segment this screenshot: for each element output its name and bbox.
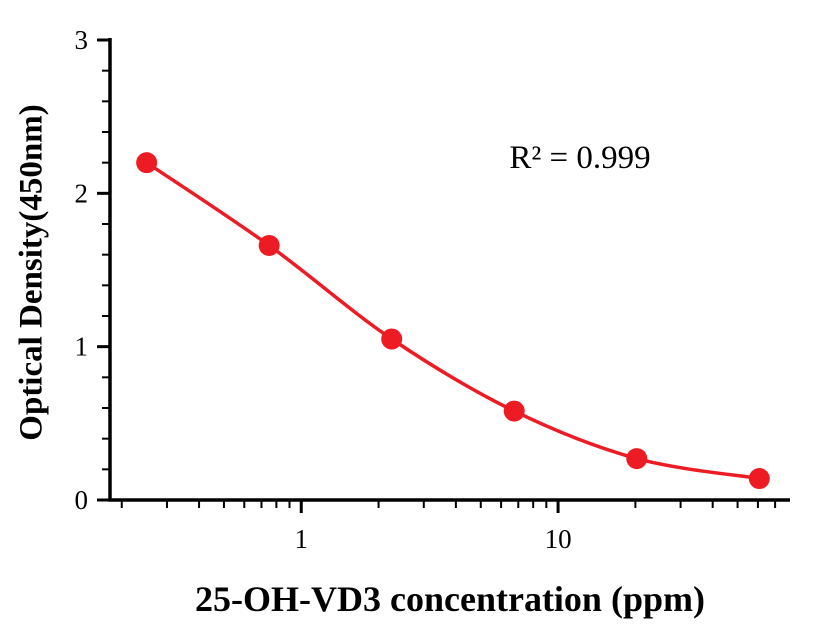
r-squared-annotation: R² = 0.999 (509, 140, 651, 176)
x-tick-label: 1 (295, 524, 309, 554)
x-axis-label: 25-OH-VD3 concentration (ppm) (195, 579, 705, 619)
y-tick-label: 0 (75, 485, 89, 515)
y-tick-label: 1 (75, 332, 89, 362)
standard-curve-line (145, 161, 760, 481)
data-point-marker (748, 468, 770, 490)
axes-lines (108, 38, 790, 502)
data-point-marker (258, 234, 280, 256)
x-tick-label: 10 (545, 524, 572, 554)
y-tick-label: 2 (75, 178, 89, 208)
data-point-marker (381, 328, 403, 350)
data-point-marker (626, 448, 648, 470)
data-point-marker (503, 400, 525, 422)
data-point-marker (136, 152, 158, 174)
y-axis-label: Optical Density(450nm) (13, 104, 50, 441)
y-tick-label: 3 (75, 25, 89, 55)
